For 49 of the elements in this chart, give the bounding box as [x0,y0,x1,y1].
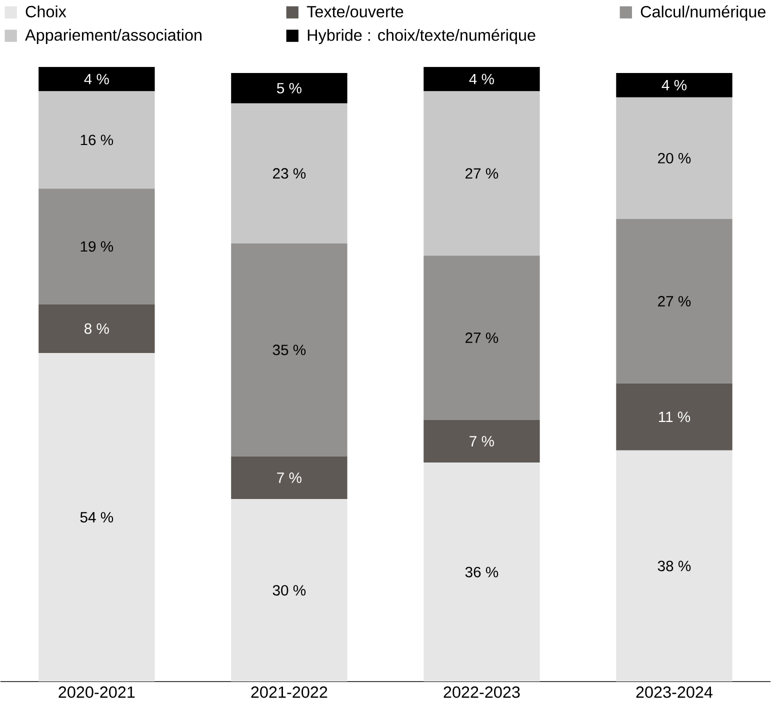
bar [424,255,540,420]
x-tick-label: 2021-2022 [251,686,328,698]
legend-label: Hybride : choix/texte/numérique [308,28,536,44]
data-label: 38 % [658,560,691,572]
bar [38,66,155,92]
bar [616,383,732,450]
data-label: 4 % [662,80,686,90]
data-label: 54 % [80,512,114,522]
legend-label: Choix [26,5,66,18]
data-label: 4 % [84,74,109,84]
data-label: 7 % [277,472,302,483]
legend-label: Texte/ouverte [306,5,404,18]
data-label: 27 % [658,296,691,306]
bar [231,72,348,104]
bar [38,188,155,304]
bar [231,456,348,499]
legend-label: Appariement/association [25,28,202,44]
data-label: 36 % [465,566,498,578]
bar [38,352,155,682]
data-label: 11 % [658,411,690,422]
bar [231,103,348,244]
bar [616,450,732,682]
data-label: 27 % [466,168,498,178]
data-label: 4 % [469,74,494,84]
data-label: 19 % [80,241,114,252]
data-label: 5 % [276,82,302,94]
data-label: 23 % [273,168,306,178]
data-label: 35 % [272,344,306,355]
data-label: 7 % [470,436,494,446]
data-label: 8 % [84,323,109,334]
legend-label: Calcul/numérique [640,5,766,21]
data-label: 30 % [272,584,306,596]
x-tick-label: 2023-2024 [636,686,713,698]
bar [424,462,540,682]
bar [231,243,348,456]
bar [424,91,540,256]
data-label: 27 % [466,332,498,343]
bar [424,66,540,92]
bar [38,91,155,188]
x-tick-label: 2020-2021 [58,686,135,698]
data-label: 20 % [658,152,691,164]
bar [424,420,540,462]
bar [616,72,732,98]
bar [38,304,155,353]
x-tick-label: 2022-2023 [444,686,520,698]
bar [616,218,732,384]
data-label: 16 % [80,134,114,146]
bar [616,97,732,219]
bar [231,498,348,682]
